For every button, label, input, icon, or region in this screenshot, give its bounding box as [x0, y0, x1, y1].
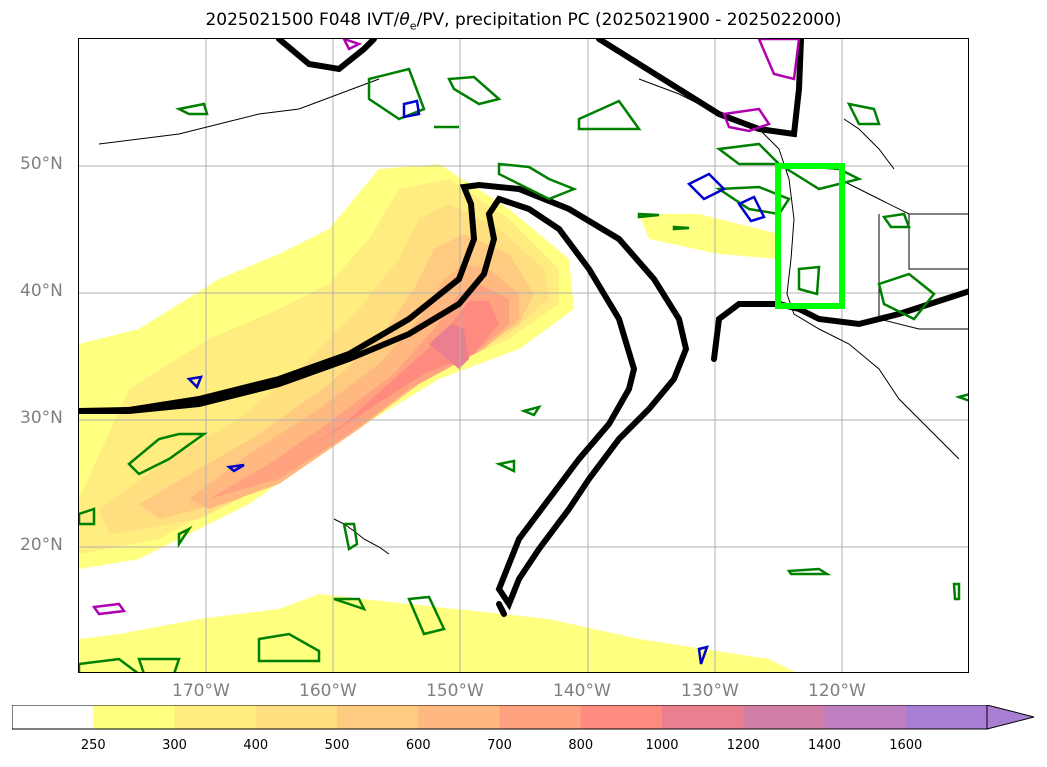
- colorbar-tick-label: 1200: [726, 738, 760, 753]
- colorbar-cell: [662, 705, 744, 729]
- lon-label-150w: 150°W: [426, 681, 484, 701]
- lon-label-160w: 160°W: [299, 681, 357, 701]
- black-contour: [79, 39, 968, 617]
- colorbar-cell: [580, 705, 663, 729]
- lon-label-170w: 170°W: [172, 681, 230, 701]
- colorbar-tick-label: 400: [243, 738, 269, 753]
- colorbar-cell: [12, 705, 94, 729]
- lon-label-130w: 130°W: [681, 681, 739, 701]
- colorbar-cell: [499, 705, 582, 729]
- colorbar-cell: [824, 705, 907, 729]
- colorbar-tick-label: 250: [80, 738, 106, 753]
- colorbar-tick-label: 800: [568, 738, 594, 753]
- lat-label-30n: 30°N: [20, 408, 63, 428]
- colorbar-cell: [174, 705, 257, 729]
- colorbar-tick-label: 1400: [807, 738, 842, 753]
- lat-label-50n: 50°N: [20, 154, 63, 174]
- lon-label-140w: 140°W: [553, 681, 611, 701]
- colorbar-tick-label: 600: [405, 738, 431, 753]
- colorbar-tick-label: 700: [487, 738, 512, 753]
- colorbar-tick-label: 1600: [889, 738, 923, 753]
- figure-title: 2025021500 F048 IVT/θe/PV, precipitation…: [205, 10, 842, 33]
- blue-contours: [186, 99, 766, 665]
- colorbar-cell: [743, 705, 825, 729]
- lat-label-20n: 20°N: [20, 535, 63, 555]
- magenta-contours: [91, 39, 801, 616]
- colorbar-cell: [255, 705, 338, 729]
- colorbar-tick-label: 500: [324, 738, 350, 753]
- map-svg: [79, 39, 968, 672]
- colorbar-cell: [905, 705, 988, 729]
- lon-label-120w: 120°W: [808, 681, 866, 701]
- colorbar-tick-label: 1000: [645, 738, 679, 753]
- highlight-box: [775, 163, 845, 309]
- colorbar: [12, 705, 1035, 730]
- colorbar-cell: [418, 705, 500, 729]
- ivt-fill: [79, 164, 795, 672]
- colorbar-cell: [337, 705, 419, 729]
- green-contours: [79, 67, 968, 672]
- colorbar-tick-label: 300: [162, 738, 187, 753]
- map-panel: [78, 38, 969, 673]
- lat-label-40n: 40°N: [20, 281, 63, 301]
- colorbar-cell: [93, 705, 175, 729]
